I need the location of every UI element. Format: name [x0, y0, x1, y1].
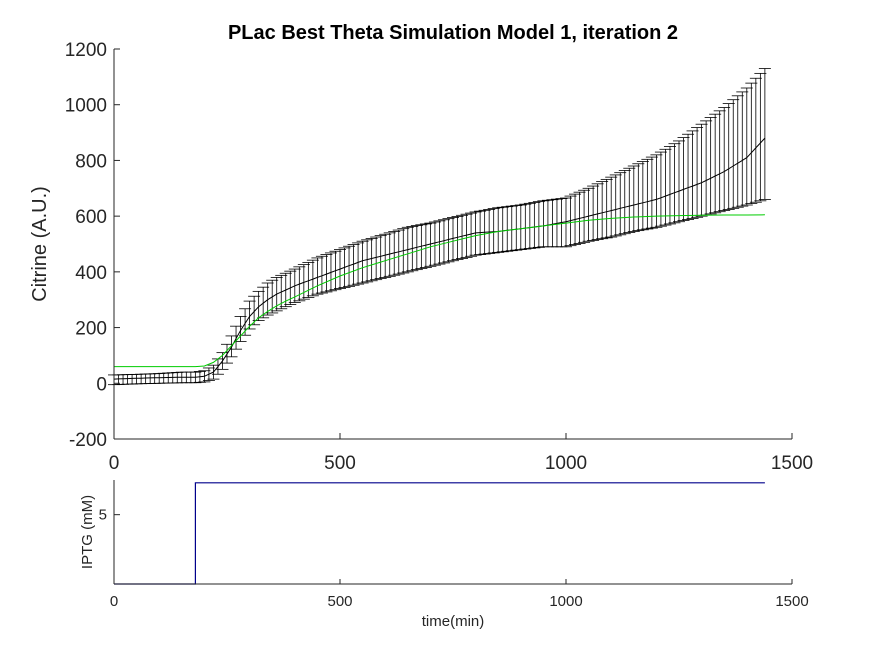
top-x-tick-label: 500	[324, 453, 356, 474]
bottom-x-tick-label: 1000	[549, 593, 582, 610]
bottom-y-tick-label: 5	[99, 507, 107, 524]
top-y-tick-label: 600	[75, 207, 107, 228]
simulation-line-series	[114, 214, 765, 368]
bottom-x-tick-label: 0	[110, 593, 118, 610]
top-x-tick-label: 1000	[545, 453, 587, 474]
top-x-tick-label: 1500	[771, 453, 813, 474]
top-x-tick-label: 0	[109, 453, 120, 474]
top-y-ticks: -200 0 200 400 600 800 1000 1200	[65, 40, 120, 451]
top-y-tick-label: 0	[96, 374, 107, 395]
simulation-line	[114, 214, 765, 368]
top-y-tick-label: -200	[69, 430, 107, 451]
citrine-mean-line	[113, 137, 766, 380]
top-y-tick-label: 1200	[65, 40, 107, 61]
top-x-ticks: 0 500 1000 1500	[109, 433, 813, 474]
bottom-plot-background	[114, 480, 792, 584]
top-axes	[113, 49, 792, 440]
top-y-tick-label: 400	[75, 263, 107, 284]
bottom-chart-panel: IPTG (mM) time(min) 5 0 500 1000 1500	[79, 480, 809, 630]
iptg-axis-label: IPTG (mM)	[79, 495, 96, 569]
y-axis-label: Citrine (A.U.)	[29, 186, 51, 302]
top-y-tick-label: 1000	[65, 96, 107, 117]
citrine-mean-series	[113, 137, 766, 380]
top-y-tick-label: 200	[75, 319, 107, 340]
bottom-x-tick-label: 1500	[775, 593, 808, 610]
bottom-x-tick-label: 500	[327, 593, 352, 610]
bottom-x-ticks: 0 500 1000 1500	[110, 579, 809, 610]
top-y-tick-label: 800	[75, 151, 107, 172]
bottom-axes	[113, 480, 792, 585]
time-axis-label: time(min)	[422, 613, 485, 630]
top-chart-panel: PLac Best Theta Simulation Model 1, iter…	[29, 22, 813, 474]
chart-title: PLac Best Theta Simulation Model 1, iter…	[228, 22, 678, 44]
bottom-y-ticks: 5	[99, 507, 120, 524]
